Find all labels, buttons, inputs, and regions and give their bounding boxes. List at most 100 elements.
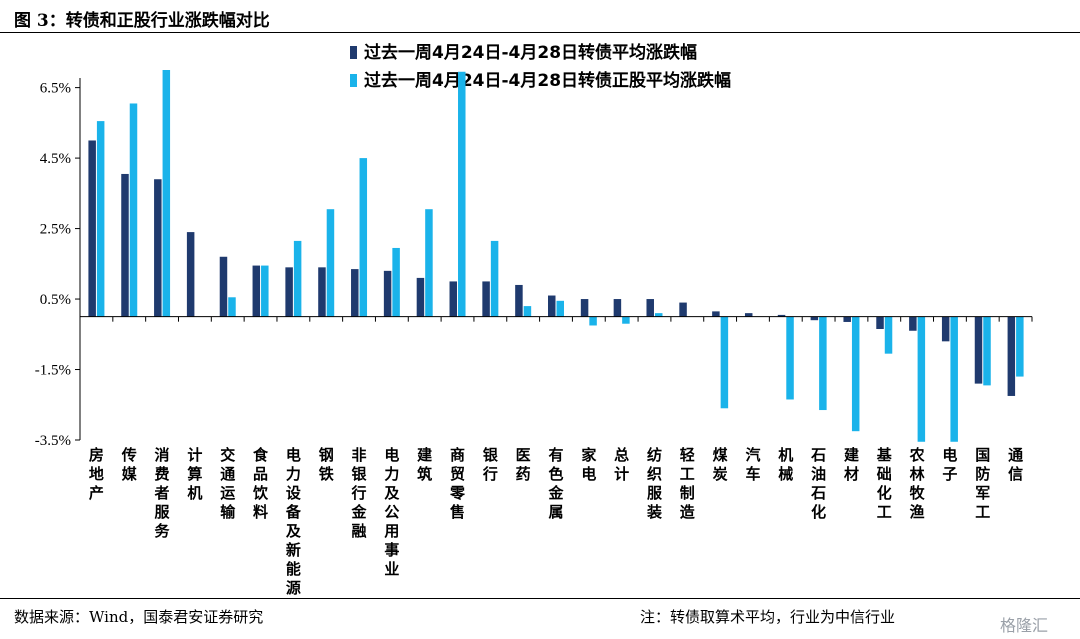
category-label: 机械 — [778, 446, 793, 483]
y-tick-label: 4.5% — [40, 151, 71, 167]
bar-series-1 — [679, 302, 687, 317]
bar-series-2 — [162, 70, 171, 317]
category-label: 家电 — [581, 446, 596, 483]
category-label: 商贸零售 — [449, 446, 466, 521]
bar-series-1 — [318, 267, 326, 317]
bar-series-2 — [392, 247, 400, 317]
y-tick-label: 6.5% — [40, 81, 71, 97]
bar-series-1 — [88, 140, 96, 317]
legend-label-2: 过去一周4月24日-4月28日转债正股平均涨跌幅 — [364, 70, 731, 91]
bar-series-1 — [515, 284, 523, 317]
category-label: 消费者服务 — [155, 446, 171, 540]
bar-series-2 — [490, 240, 499, 317]
category-label: 煤炭 — [713, 446, 728, 483]
y-tick-label: -3.5% — [35, 433, 71, 449]
category-label: 农林牧渔 — [909, 446, 926, 521]
category-label: 石油石化 — [810, 446, 826, 521]
source-note: 数据来源：Wind，国泰君安证券研究 — [14, 608, 264, 626]
bar-series-2 — [458, 71, 466, 317]
bar-series-2 — [326, 209, 335, 317]
category-label: 通信 — [1008, 446, 1023, 483]
category-label: 医药 — [516, 446, 531, 483]
bar-series-2 — [523, 306, 532, 317]
bar-series-1 — [186, 232, 195, 317]
x-axis: 房地产 传媒 消费者服务 计算机 交通运输食品饮料电力设备及新能源钢铁非银行金融电力及公… — [79, 316, 1033, 597]
bar-series-2 — [228, 297, 236, 317]
bar-series-2 — [1016, 316, 1024, 377]
bar-series-1 — [646, 299, 654, 317]
bar-series-2 — [129, 103, 138, 317]
top-rule — [0, 32, 1080, 33]
bar-series-2 — [261, 265, 269, 317]
bar-series-1 — [1007, 316, 1016, 396]
bar-series-2 — [425, 209, 433, 317]
bar-series-2 — [819, 316, 827, 411]
bar-series-1 — [876, 316, 884, 329]
bar-series-2 — [293, 240, 302, 317]
bar-series-1 — [712, 311, 720, 317]
bar-series-1 — [744, 313, 753, 317]
category-label: 纺织服装 — [646, 446, 663, 521]
category-label: 非银行金融 — [351, 446, 368, 540]
bar-series-1 — [154, 179, 162, 317]
bar-series-2 — [96, 121, 105, 317]
category-label: 汽车 — [745, 446, 760, 483]
figure-title: 图 3：转债和正股行业涨跌幅对比 — [14, 11, 270, 31]
category-label: 有色金属 — [547, 446, 564, 521]
bar-series-2 — [359, 158, 368, 317]
bar-series-1 — [909, 316, 917, 331]
category-label: 建材 — [844, 446, 860, 483]
bar-series-2 — [720, 316, 729, 409]
category-label: 房地产 — [89, 446, 104, 502]
y-tick-label: 0.5% — [40, 292, 71, 308]
bar-series-2 — [654, 313, 663, 317]
category-label: 国防军工 — [975, 446, 990, 521]
legend-swatch-1 — [350, 46, 357, 59]
y-tick-label: -1.5% — [35, 363, 71, 379]
y-axis: -3.5% -1.5% 0.5% 2.5% 4.5% 6.5% — [35, 78, 81, 449]
category-label: 轻工制造 — [680, 446, 695, 521]
bar-series-1 — [580, 299, 589, 317]
bar-series-1 — [548, 295, 556, 317]
category-label: 传媒 — [121, 446, 138, 483]
legend-label-1: 过去一周4月24日-4月28日转债平均涨跌幅 — [364, 42, 697, 63]
bar-series-1 — [843, 316, 851, 322]
bar-series-2 — [950, 316, 958, 442]
bar-series-2 — [884, 316, 893, 354]
bottom-rule — [0, 598, 1080, 599]
bar-series-1 — [285, 267, 293, 317]
bar-series-1 — [941, 316, 950, 342]
category-label: 计算机 — [187, 446, 202, 502]
bar-series-1 — [121, 173, 129, 317]
watermark-logo: 格隆汇 — [1000, 616, 1049, 635]
bar-series-1 — [449, 281, 458, 317]
y-tick-label: 2.5% — [40, 222, 71, 238]
bar-series-1 — [252, 265, 261, 317]
category-label: 电力及公用事业 — [384, 446, 400, 578]
bar-series-1 — [613, 299, 622, 317]
bar-series-1 — [416, 277, 425, 317]
category-label: 基础化工 — [876, 446, 893, 521]
category-label: 电力设备及新能源 — [285, 446, 302, 597]
bar-series-1 — [777, 314, 786, 317]
method-note: 注：转债取算术平均，行业为中信行业 — [640, 608, 896, 626]
bar-series-1 — [351, 269, 359, 317]
bar-series-1 — [383, 270, 392, 317]
bars — [88, 70, 1024, 442]
bar-series-1 — [482, 281, 490, 317]
category-label: 总计 — [614, 446, 629, 483]
bar-series-2 — [556, 300, 564, 317]
bar-series-2 — [622, 316, 630, 324]
category-label: 银行 — [482, 446, 499, 483]
bar-series-2 — [983, 316, 991, 386]
bar-chart: 过去一周4月24日-4月28日转债平均涨跌幅过去一周4月24日-4月28日转债正… — [35, 42, 1033, 597]
category-label: 钢铁 — [319, 446, 334, 483]
bar-series-2 — [589, 316, 597, 326]
legend-swatch-2 — [350, 74, 357, 87]
legend: 过去一周4月24日-4月28日转债平均涨跌幅过去一周4月24日-4月28日转债正… — [350, 42, 731, 91]
category-label: 食品饮料 — [252, 446, 269, 521]
bar-series-2 — [917, 316, 926, 442]
category-label: 交通运输 — [220, 446, 236, 521]
bar-series-1 — [974, 316, 983, 384]
bar-series-2 — [851, 316, 860, 432]
